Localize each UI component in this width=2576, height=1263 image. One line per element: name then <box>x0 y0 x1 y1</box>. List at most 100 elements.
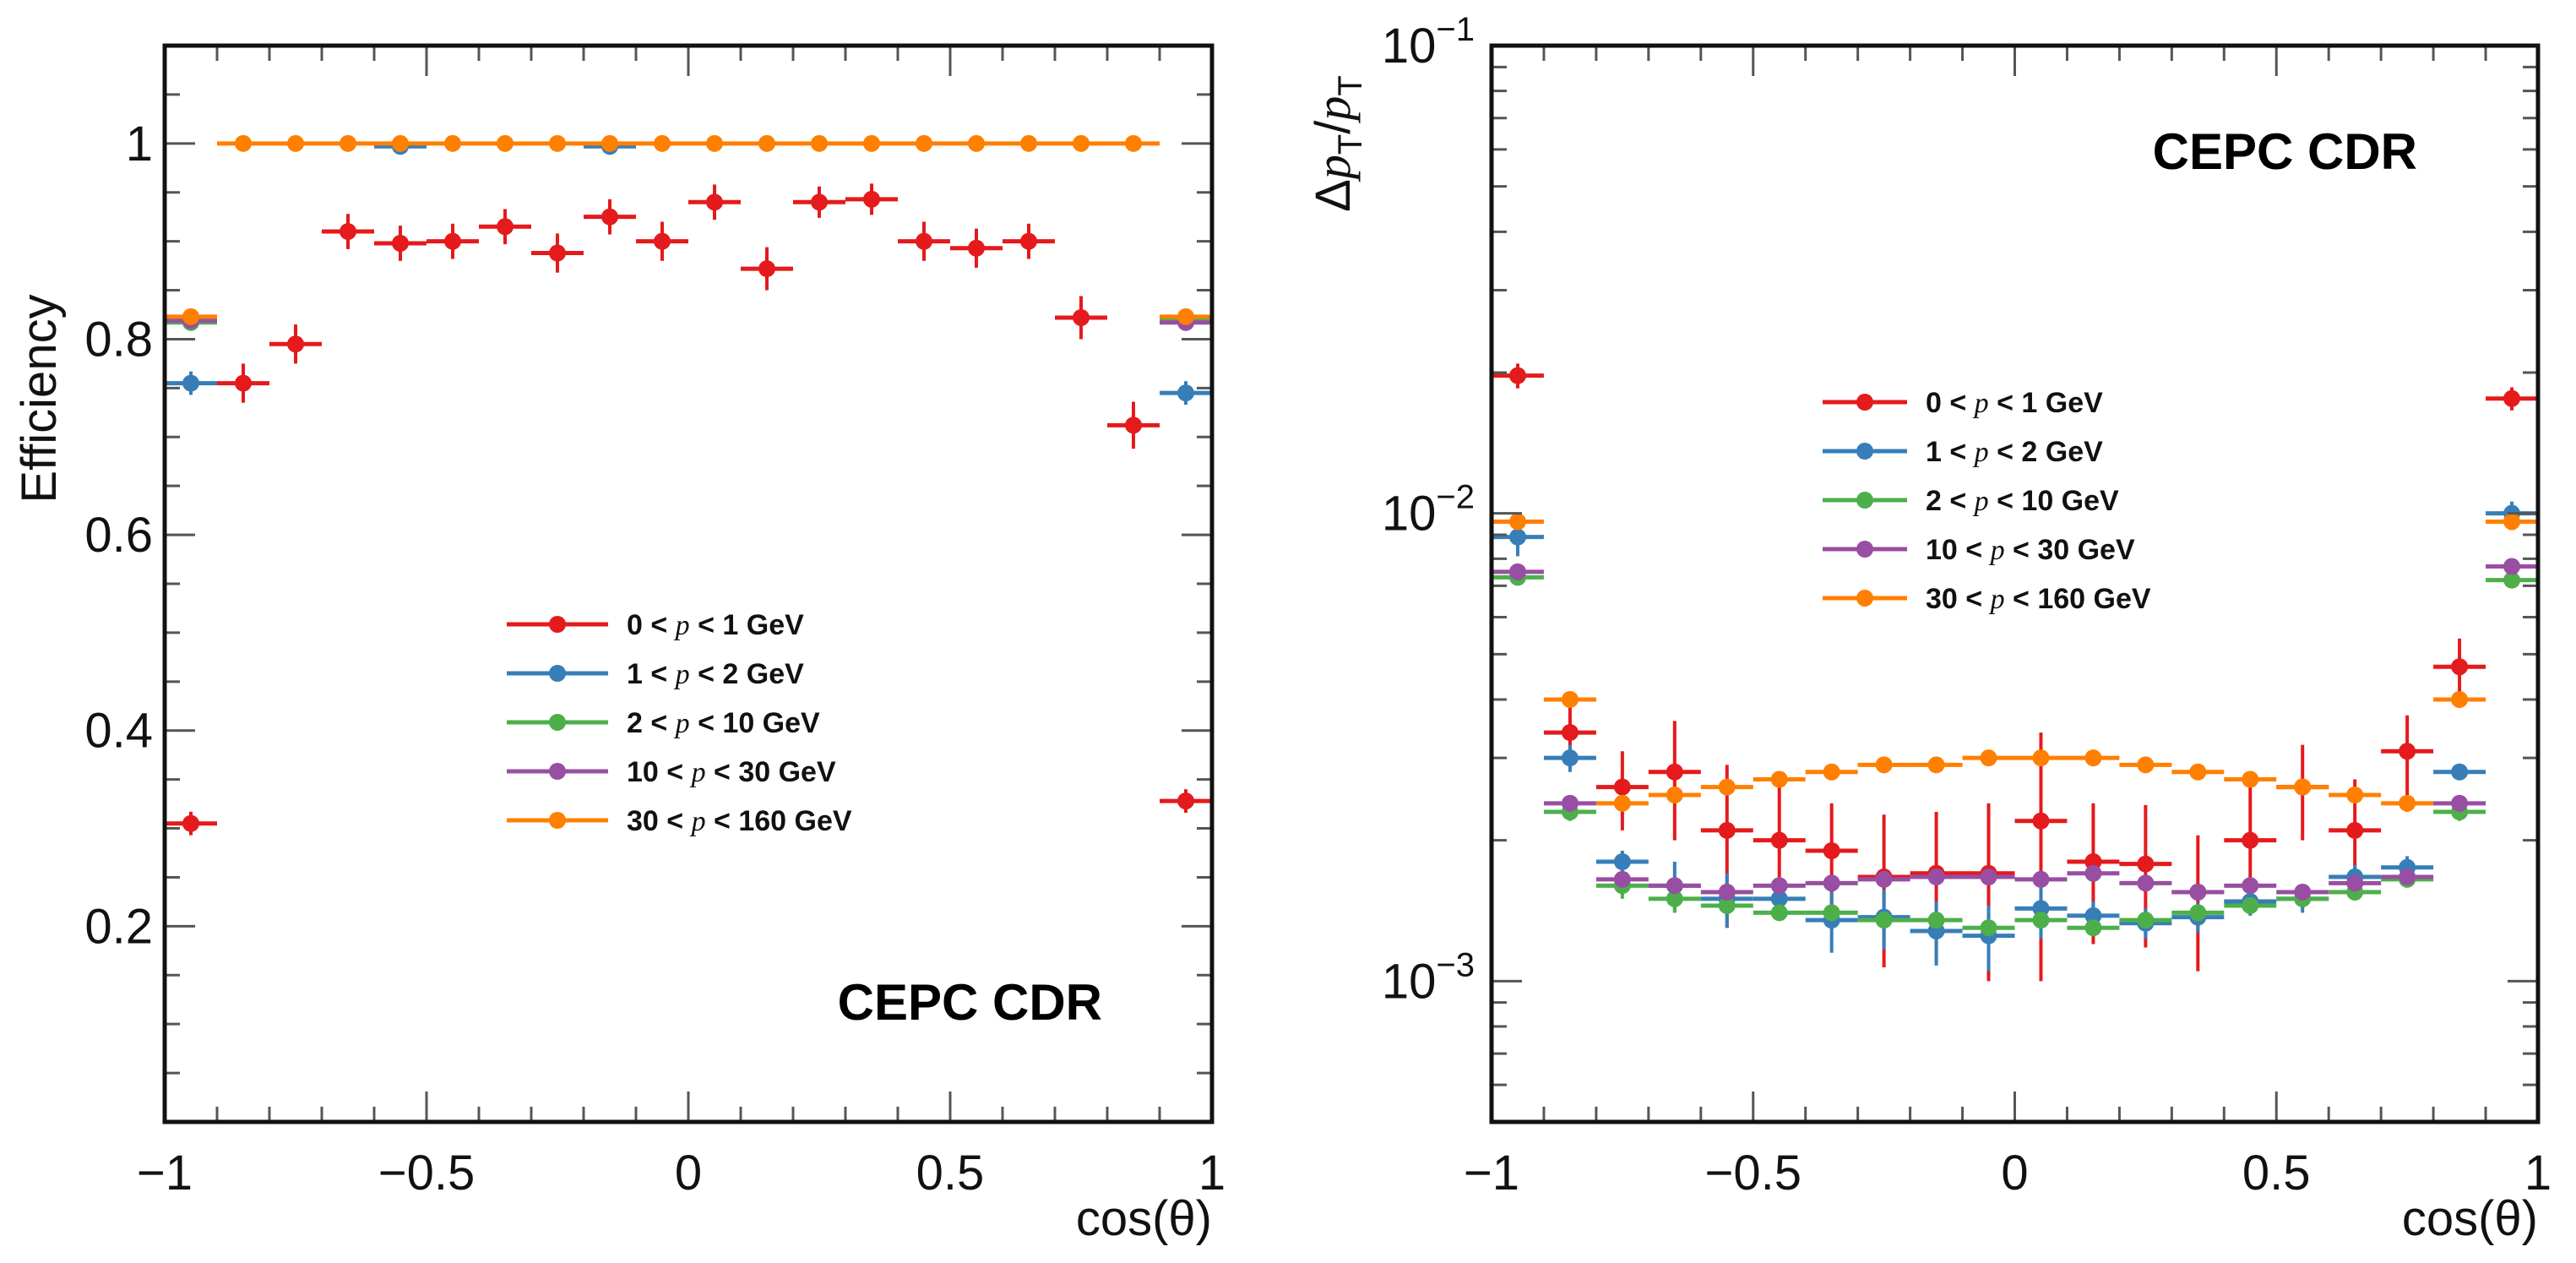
x-tick-label: −1 <box>137 1146 193 1200</box>
marker <box>601 134 618 152</box>
data-point <box>741 247 793 291</box>
efficiency-x-tick-labels: −1 −0.5 0 0.5 1 <box>137 1146 1226 1200</box>
efficiency-plot-frame <box>162 43 1215 1124</box>
data-point <box>1492 513 1544 531</box>
data-point <box>1962 919 2015 937</box>
marker <box>811 134 828 152</box>
data-point <box>2381 868 2434 886</box>
data-point <box>1805 904 1858 922</box>
marker <box>182 374 199 392</box>
y-tick-label: 0.8 <box>84 312 153 367</box>
data-point <box>2171 904 2225 922</box>
marker <box>654 134 671 152</box>
marker <box>968 134 985 152</box>
data-point <box>217 134 269 152</box>
data-point <box>1492 563 1544 580</box>
data-point <box>1648 877 1701 895</box>
marker <box>1666 787 1683 804</box>
data-point <box>950 134 1003 152</box>
marker <box>1177 308 1194 325</box>
data-point <box>950 228 1003 268</box>
data-point <box>1857 756 1910 774</box>
legend-marker-icon <box>1856 590 1873 607</box>
data-point <box>165 371 217 395</box>
data-point <box>1003 134 1055 152</box>
y-tick-label: 10−2 <box>1382 479 1475 542</box>
marker <box>863 190 880 208</box>
legend-label: 1 < p < 2 GeV <box>627 658 804 690</box>
data-point <box>688 134 741 152</box>
marker <box>2346 821 2364 839</box>
series-2-p-10-gev <box>165 311 1212 331</box>
data-point <box>2276 778 2329 796</box>
marker <box>706 193 723 211</box>
marker <box>1980 919 1997 937</box>
marker <box>1927 868 1945 886</box>
legend-item: 0 < p < 1 GeV <box>1823 387 2103 419</box>
legend-item: 10 < p < 30 GeV <box>507 756 836 788</box>
marker <box>2294 883 2312 901</box>
marker <box>340 223 356 241</box>
data-point <box>2014 749 2068 767</box>
resolution-y-tick-labels: 10−3 10−2 10−1 <box>1382 11 1475 1009</box>
data-point <box>1648 787 1701 804</box>
marker <box>2451 794 2469 812</box>
data-point <box>1805 874 1858 892</box>
legend-label: 10 < p < 30 GeV <box>627 756 836 788</box>
marker <box>2503 513 2521 531</box>
marker <box>2084 864 2102 882</box>
data-point <box>1543 794 1596 813</box>
data-point <box>2433 794 2486 813</box>
marker <box>2084 852 2102 870</box>
legend-label: 2 < p < 10 GeV <box>1926 485 2119 517</box>
marker <box>2242 831 2259 849</box>
y-tick-label: 1 <box>126 117 153 171</box>
data-point <box>1910 868 1963 886</box>
marker <box>1561 724 1579 742</box>
data-point <box>1648 885 1701 913</box>
marker <box>1770 770 1788 788</box>
marker <box>2084 906 2102 924</box>
marker <box>1508 367 1526 384</box>
marker <box>340 134 356 152</box>
data-point <box>1055 134 1107 152</box>
marker <box>2451 690 2469 708</box>
delta-symbol: Δ <box>1306 179 1361 212</box>
marker <box>182 814 199 832</box>
x-tick-label: −0.5 <box>378 1146 476 1200</box>
data-point <box>2224 770 2277 788</box>
data-point <box>1753 770 1806 788</box>
marker <box>1666 763 1683 781</box>
data-point <box>636 221 688 261</box>
data-point <box>1700 883 1753 901</box>
marker <box>444 134 461 152</box>
efficiency-x-axis-title: cos(θ) <box>1076 1191 1212 1246</box>
data-point <box>1805 763 1858 781</box>
legend-marker-icon <box>549 616 566 633</box>
data-point <box>2433 638 2486 700</box>
marker <box>2242 896 2259 914</box>
data-point <box>2433 763 2486 781</box>
legend-label: 1 < p < 2 GeV <box>1926 436 2103 468</box>
legend-marker-icon <box>549 812 566 829</box>
resolution-panel: −1 −0.5 0 0.5 1 10−3 10−2 10−1 ΔpT/pT cos(θ) C… <box>1306 11 2552 1246</box>
marker <box>916 134 932 152</box>
legend-item: 2 < p < 10 GeV <box>1823 485 2119 517</box>
legend-label: 10 < p < 30 GeV <box>1926 534 2135 566</box>
data-point <box>1160 381 1212 406</box>
data-point <box>2119 756 2172 774</box>
data-point <box>1857 912 1910 929</box>
data-point <box>2067 749 2120 767</box>
data-point <box>793 186 845 218</box>
data-point <box>2014 870 2068 888</box>
legend-item: 1 < p < 2 GeV <box>1823 436 2103 468</box>
marker <box>1770 877 1788 895</box>
data-point <box>479 134 531 152</box>
marker <box>2189 904 2207 922</box>
marker <box>863 134 880 152</box>
marker <box>2503 389 2521 407</box>
marker <box>1177 384 1194 402</box>
marker <box>392 134 409 152</box>
marker <box>2032 749 2050 767</box>
